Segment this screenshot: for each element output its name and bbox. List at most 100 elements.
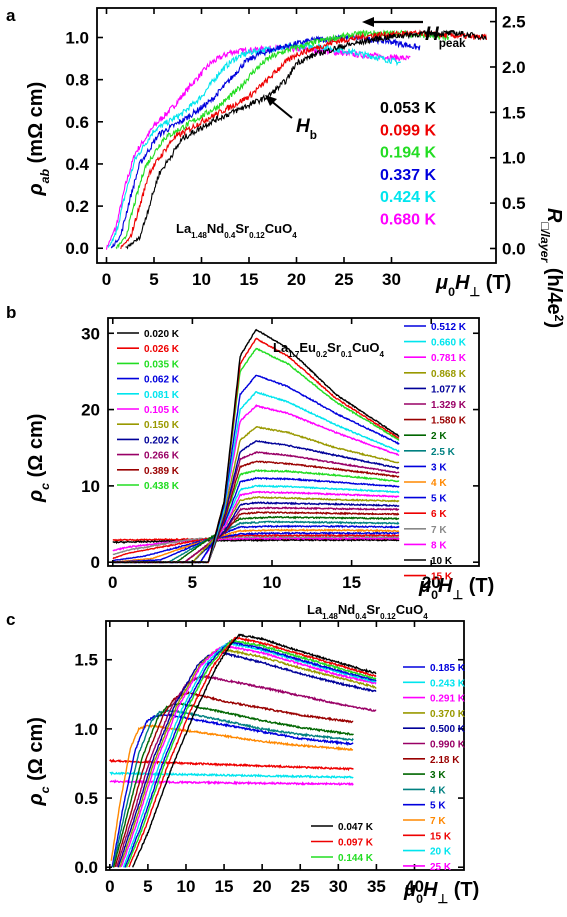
- legend-entry: 15 K: [430, 831, 452, 842]
- legend-entry: 0.370 K: [430, 709, 466, 720]
- legend-entry: 7 K: [431, 525, 447, 536]
- series-line: [125, 29, 487, 250]
- x-axis-label: μ0H⊥ (T): [403, 879, 479, 906]
- y-tick-label: 10: [81, 477, 100, 496]
- panel-letter: c: [6, 610, 15, 629]
- legend-entry: 1.077 K: [431, 384, 467, 395]
- x-tick-label: 5: [143, 877, 152, 896]
- legend-entry: 0.097 K: [338, 838, 374, 849]
- y2-tick-label: 1.0: [502, 149, 526, 168]
- panel-letter: b: [6, 303, 16, 322]
- legend-entry: 6 K: [431, 509, 447, 520]
- legend-entry: 0.194 K: [380, 145, 436, 162]
- y-axis-label: ρab (mΩ cm): [25, 82, 52, 197]
- series-line: [120, 644, 377, 868]
- x-tick-label: 25: [291, 877, 310, 896]
- y2-tick-label: 0.5: [502, 194, 526, 213]
- y-tick-label: 0.0: [74, 858, 98, 877]
- legend-entry: 0.026 K: [144, 344, 180, 355]
- series-line: [112, 328, 400, 564]
- series-line: [112, 538, 400, 545]
- legend-entry: 0.424 K: [380, 189, 436, 206]
- y-tick-label: 1.0: [74, 720, 98, 739]
- legend-entry: 0.105 K: [144, 405, 180, 416]
- legend-entry: 5 K: [431, 494, 447, 505]
- arrow-head: [265, 95, 277, 106]
- legend-entry: 0.020 K: [144, 329, 180, 340]
- legend-entry: 0.337 K: [380, 167, 436, 184]
- series-line: [109, 758, 354, 772]
- y-tick-label: 0.2: [65, 197, 89, 216]
- y-tick-label: 1.0: [65, 29, 89, 48]
- legend-entry: 0.660 K: [431, 338, 467, 349]
- series-line: [125, 638, 377, 868]
- legend-entry: 0.868 K: [431, 369, 467, 380]
- legend-entry: 4 K: [431, 478, 447, 489]
- hb-label: Hb: [296, 116, 317, 142]
- y2-tick-label: 2.5: [502, 13, 526, 32]
- y-axis-label: ρc (Ω cm): [25, 717, 52, 806]
- legend-entry: 0.291 K: [430, 694, 466, 705]
- series-line: [112, 531, 400, 562]
- legend-entry: 7 K: [430, 816, 446, 827]
- legend-entry: 0.081 K: [144, 390, 180, 401]
- series-line: [112, 709, 354, 868]
- x-axis-label: μ0H⊥ (T): [418, 575, 494, 602]
- series-line: [112, 528, 400, 564]
- panel-a: a 0 5 10 15 20 25 30 0.0 0.2 0.4 0.6 0.8 1.0 0.0 0.5 1.0…: [6, 6, 566, 328]
- x-tick-label: 0: [105, 877, 114, 896]
- legend-entry: 0.185 K: [430, 663, 466, 674]
- legend-entry: 0.243 K: [430, 678, 466, 689]
- x-tick-label: 20: [253, 877, 272, 896]
- series-line: [132, 633, 377, 868]
- series-line: [110, 33, 421, 249]
- legend-entry: 0.266 K: [144, 451, 180, 462]
- legend-entry: 0.438 K: [144, 481, 180, 492]
- legend-entry: 1.329 K: [431, 400, 467, 411]
- plot-frame: [107, 317, 480, 567]
- x-tick-label: 10: [177, 877, 196, 896]
- legend-entry: 0.781 K: [431, 353, 467, 364]
- legend-entry: 0.062 K: [144, 375, 180, 386]
- x-tick-label: 15: [215, 877, 234, 896]
- legend-entry: 8 K: [431, 540, 447, 551]
- series-line: [111, 713, 354, 868]
- series-line: [112, 534, 400, 556]
- legend-entry: 20 K: [430, 847, 452, 858]
- series-line: [122, 641, 377, 868]
- series-line: [107, 42, 402, 248]
- y-tick-label: 0.6: [65, 113, 89, 132]
- legend-entry: 0.053 K: [380, 100, 436, 117]
- y-tick-label: 0.5: [74, 789, 98, 808]
- hpeak-label: Hpeak: [425, 24, 466, 50]
- y-tick-label: 1.5: [74, 651, 98, 670]
- series-line: [114, 690, 354, 868]
- series-line: [110, 724, 354, 861]
- x-tick-label: 30: [382, 270, 401, 289]
- series-group: [109, 633, 377, 868]
- compound-label: La1.7Eu0.2Sr0.1CuO4: [273, 340, 385, 359]
- legend-entry: 2.5 K: [431, 447, 456, 458]
- x-axis-label: μ0H⊥ (T): [435, 272, 511, 299]
- x-tick-label: 40: [405, 877, 424, 896]
- series-line: [119, 646, 377, 868]
- panel-letter: a: [6, 6, 16, 25]
- series-line: [116, 674, 377, 868]
- y2-axis-label: R□/layer (h/4e2): [538, 208, 566, 328]
- series-line: [112, 701, 354, 868]
- legend-entry: 3 K: [430, 770, 446, 781]
- legend-entry: 2.18 K: [430, 755, 460, 766]
- compound-label: La1.48Nd0.4Sr0.12CuO4: [176, 221, 297, 240]
- legend-entry: 0.099 K: [380, 122, 436, 139]
- x-tick-label: 35: [367, 877, 386, 896]
- series-line: [112, 533, 400, 560]
- y2-tick-label: 1.5: [502, 103, 526, 122]
- legend-entry: 0.202 K: [144, 435, 180, 446]
- panel-c: c 0 5 10 15 20 25 30 35 40 0.0 0.5 1.0 1.5 μ0H⊥ (T) ρc …: [6, 602, 479, 906]
- x-tick-label: 15: [240, 270, 259, 289]
- compound-label: La1.48Nd0.4Sr0.12CuO4: [307, 602, 428, 621]
- x-tick-label: 20: [287, 270, 306, 289]
- legend-entry: 25 K: [430, 862, 452, 873]
- x-tick-label: 30: [329, 877, 348, 896]
- series-line: [117, 649, 377, 868]
